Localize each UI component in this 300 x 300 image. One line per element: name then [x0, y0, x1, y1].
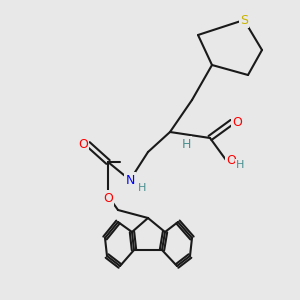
- Text: S: S: [240, 14, 248, 26]
- Text: O: O: [226, 154, 236, 166]
- Text: O: O: [78, 137, 88, 151]
- Text: O: O: [103, 191, 113, 205]
- Text: H: H: [181, 137, 191, 151]
- Text: N: N: [125, 173, 135, 187]
- Text: H: H: [236, 160, 244, 170]
- Text: H: H: [138, 183, 146, 193]
- Text: O: O: [232, 116, 242, 128]
